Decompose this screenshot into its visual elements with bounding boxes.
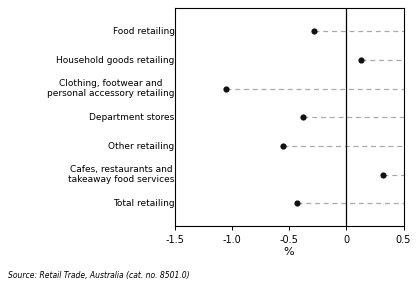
Point [280,144,287,148]
X-axis label: %: % [284,247,295,257]
Text: Food retailing: Food retailing [113,27,175,36]
Point [223,87,230,91]
Text: Total retailing: Total retailing [113,199,175,208]
Point [380,173,386,177]
Point [311,29,318,34]
Point [300,115,306,120]
Text: Clothing, footwear and
personal accessory retailing: Clothing, footwear and personal accessor… [47,79,175,98]
Text: Source: Retail Trade, Australia (cat. no. 8501.0): Source: Retail Trade, Australia (cat. no… [8,271,190,280]
Text: Household goods retailing: Household goods retailing [56,55,175,65]
Point [294,201,300,206]
Text: Department stores: Department stores [89,113,175,122]
Text: Cafes, restaurants and
takeaway food services: Cafes, restaurants and takeaway food ser… [68,165,175,185]
Text: Other retailing: Other retailing [109,142,175,151]
Point [358,58,364,62]
